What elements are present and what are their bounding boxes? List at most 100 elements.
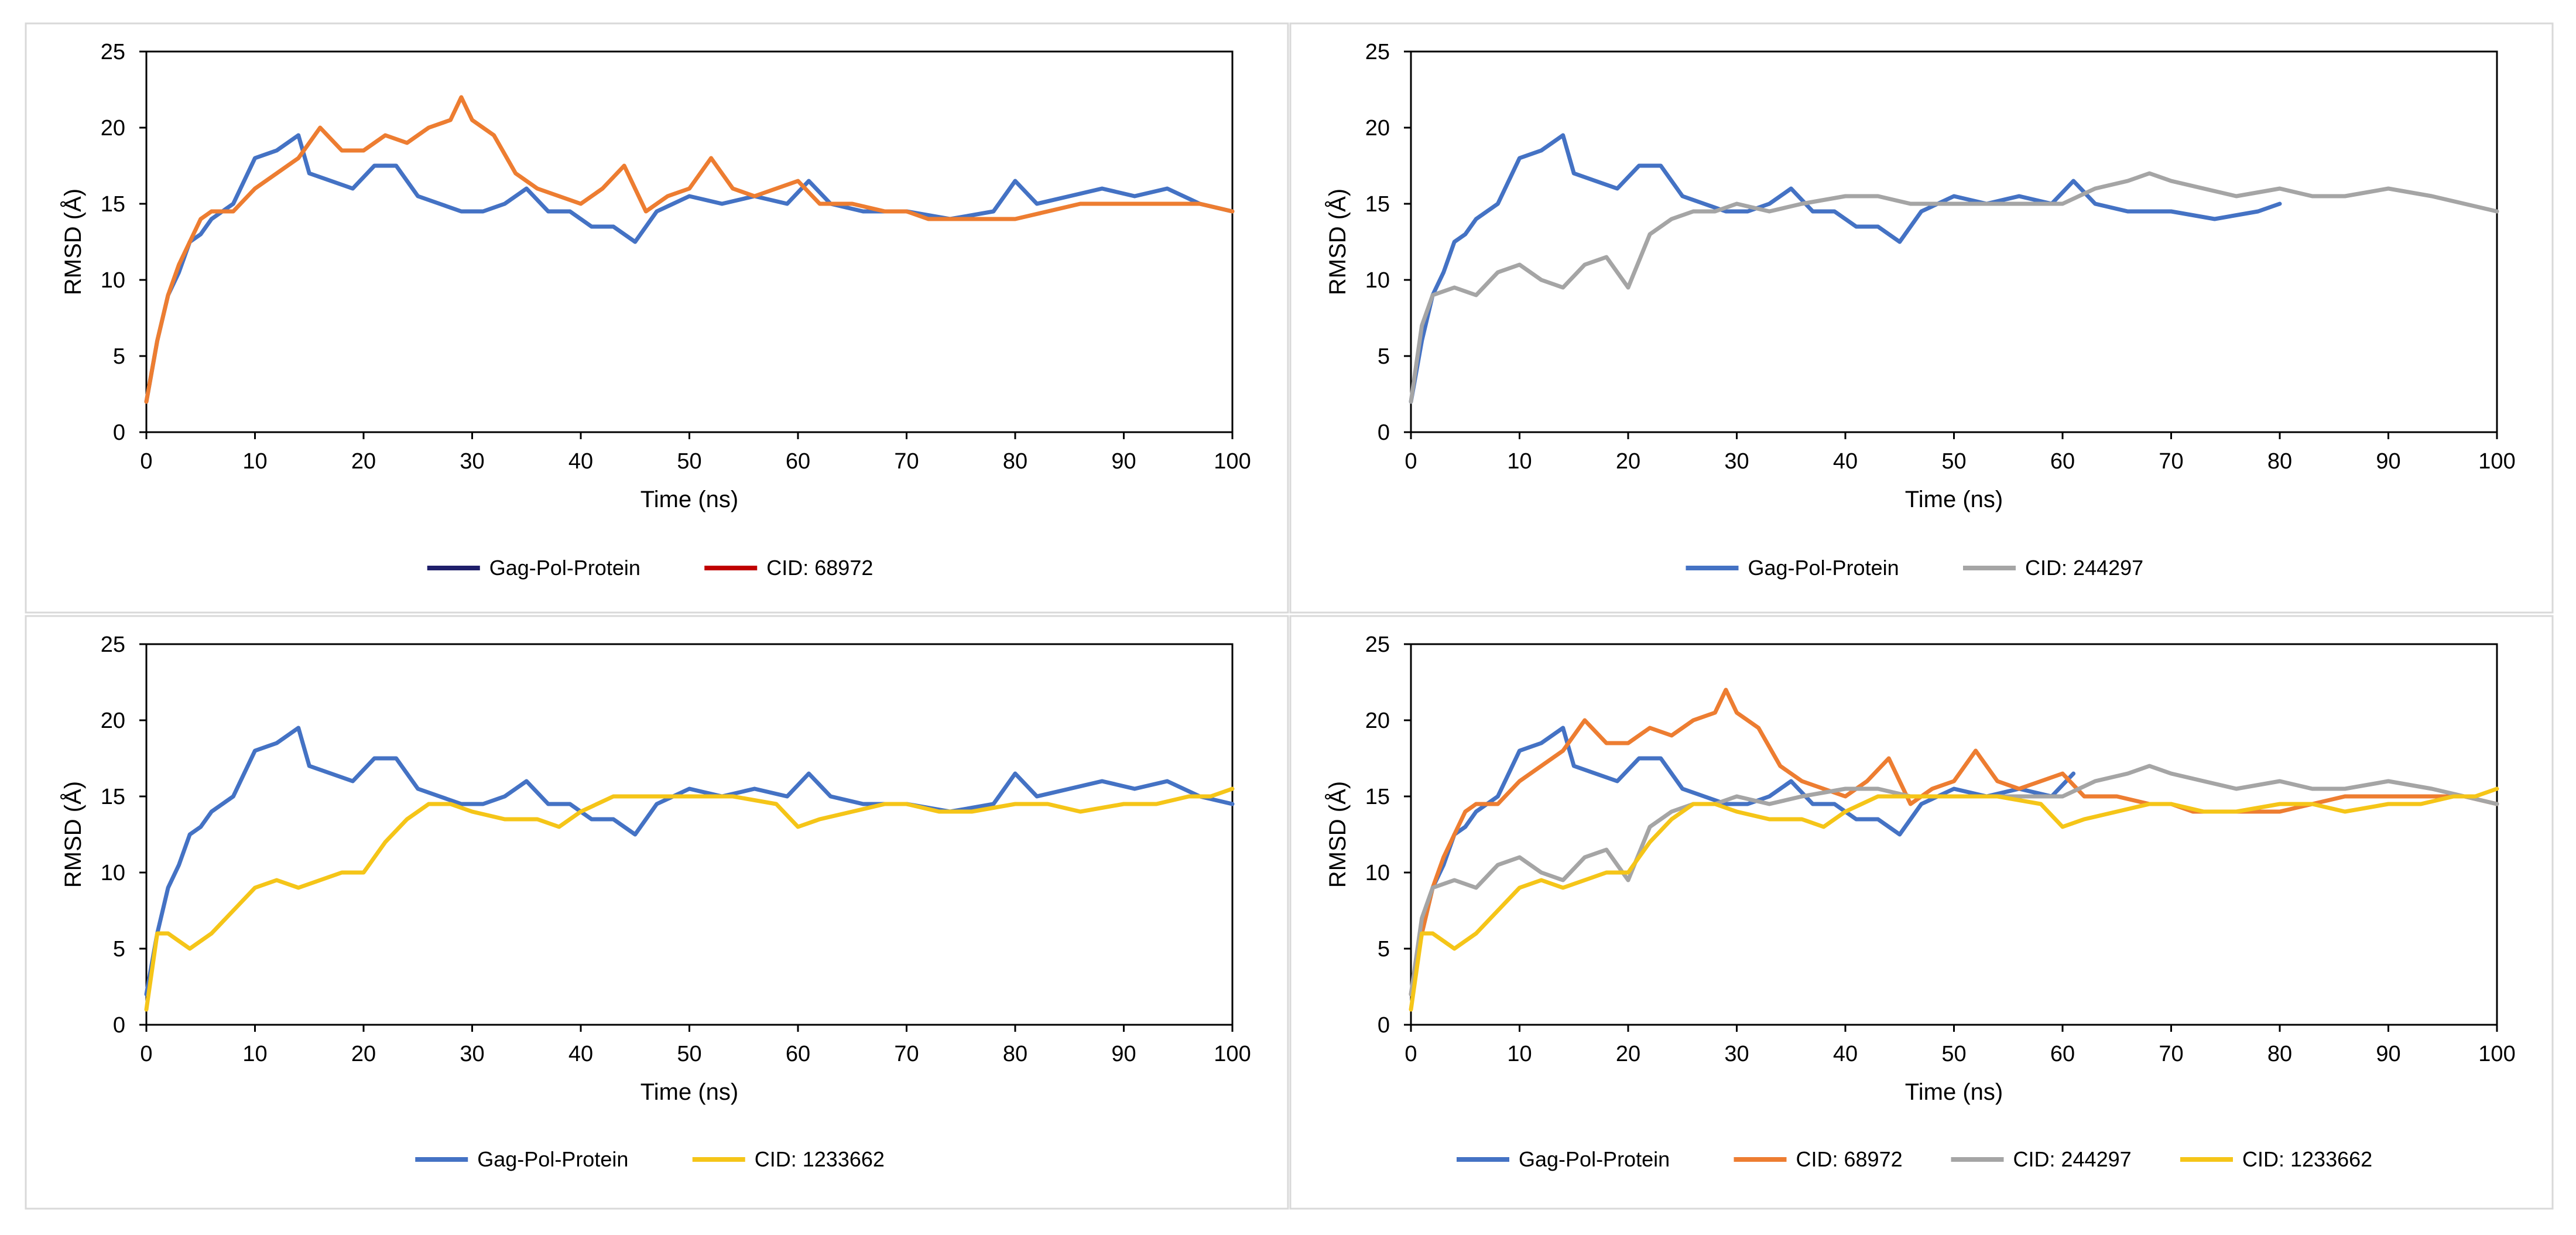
x-tick-label: 80 [2267,1042,2292,1066]
y-tick-label: 20 [101,709,125,733]
y-tick-label: 10 [1365,861,1390,885]
x-tick-label: 40 [568,1042,593,1066]
x-tick-label: 60 [2050,449,2075,474]
x-tick-label: 40 [568,449,593,474]
x-tick-label: 0 [1405,449,1417,474]
x-tick-label: 90 [2376,1042,2400,1066]
x-tick-label: 30 [460,1042,484,1066]
x-tick-label: 30 [1724,449,1749,474]
x-tick-label: 20 [351,449,376,474]
legend-item: Gag-Pol-Protein [1457,1147,1670,1171]
y-axis-label: RMSD (Å) [1324,189,1351,295]
y-tick-label: 10 [101,268,125,293]
x-tick-label: 90 [1111,1042,1136,1066]
x-tick-label: 90 [1111,449,1136,474]
x-tick-label: 10 [1507,449,1532,474]
series-line-gag-pol-protein [144,726,1235,997]
y-axis-label: RMSD (Å) [1324,781,1351,888]
panel-frame [1289,615,2554,1210]
legend-item: Gag-Pol-Protein [1686,556,1899,580]
x-tick-label: 70 [2159,1042,2183,1066]
series-line-cid-1233662 [1409,786,2499,1012]
x-axis-label: Time (ns) [1905,487,2003,512]
panel-frame [1289,22,2554,614]
y-tick-label: 25 [101,40,125,64]
x-tick-label: 30 [460,449,484,474]
y-tick-label: 25 [1365,632,1390,657]
x-tick-label: 20 [351,1042,376,1066]
legend-item: CID: 244297 [1963,556,2143,580]
y-tick-label: 5 [113,937,125,962]
legend-label: CID: 68972 [1796,1147,1903,1171]
legend-label: CID: 244297 [2013,1147,2132,1171]
chart-panel-4: 0 5 10 15 20 25 0 10 20 30 40 50 60 70 80 90 100 Time (ns… [1289,615,2554,1210]
y-tick-label: 0 [1378,1013,1390,1038]
legend-label: CID: 1233662 [2242,1147,2372,1171]
x-tick-label: 60 [2050,1042,2075,1066]
chart-panel-1: 0 5 10 15 20 25 0 10 20 30 40 50 60 70 80 90 100 Time (ns… [25,22,1289,614]
legend-item: CID: 244297 [1951,1147,2132,1171]
chart-panel-3: 0 5 10 15 20 25 0 10 20 30 40 50 60 70 80 90 100 Time (ns… [25,615,1289,1210]
series-line-gag-pol-protein [1409,726,2076,997]
y-tick-label: 15 [1365,192,1390,217]
legend-label: CID: 244297 [2025,556,2143,580]
x-tick-label: 20 [1616,449,1640,474]
legend-item: Gag-Pol-Protein [427,556,640,580]
x-tick-label: 30 [1724,1042,1749,1066]
x-tick-label: 80 [1003,1042,1027,1066]
y-tick-label: 20 [1365,116,1390,141]
legend-item: CID: 68972 [704,556,873,580]
y-tick-label: 0 [1378,420,1390,445]
x-tick-label: 100 [1214,449,1251,474]
series-line-cid-1233662 [144,786,1235,1012]
series-line-gag-pol-protein [144,133,1235,404]
x-tick-label: 50 [677,1042,701,1066]
x-tick-label: 90 [2376,449,2400,474]
x-tick-label: 40 [1833,449,1858,474]
legend-label: Gag-Pol-Protein [1748,556,1899,580]
x-tick-label: 70 [2159,449,2183,474]
y-tick-label: 15 [101,785,125,809]
chart-panel-2: 0 5 10 15 20 25 0 10 20 30 40 50 60 70 80 90 100 Time (ns… [1289,22,2554,614]
x-tick-label: 10 [1507,1042,1532,1066]
x-axis-label: Time (ns) [640,487,738,512]
legend: Gag-Pol-Protein CID: 68972 [427,556,873,580]
x-tick-label: 10 [242,1042,267,1066]
legend: Gag-Pol-Protein CID: 68972 CID: 244297 CID:… [1457,1147,2372,1171]
series-line-cid-68972 [144,95,1235,404]
panel-frame [25,22,1289,614]
x-tick-label: 60 [786,449,810,474]
y-tick-label: 5 [1378,344,1390,369]
x-tick-label: 70 [894,449,919,474]
legend-label: Gag-Pol-Protein [477,1147,628,1171]
x-tick-label: 100 [1214,1042,1251,1066]
x-axis-label: Time (ns) [1905,1079,2003,1105]
x-tick-label: 20 [1616,1042,1640,1066]
x-tick-label: 70 [894,1042,919,1066]
x-tick-label: 50 [1941,1042,1966,1066]
legend-item: CID: 1233662 [692,1147,885,1171]
legend-label: CID: 68972 [766,556,873,580]
y-tick-label: 0 [113,1013,125,1038]
y-tick-label: 15 [1365,785,1390,809]
y-tick-label: 5 [1378,937,1390,962]
y-tick-label: 15 [101,192,125,217]
series-line-gag-pol-protein [1409,133,2282,404]
x-tick-label: 50 [1941,449,1966,474]
y-tick-label: 0 [113,420,125,445]
x-tick-label: 0 [140,1042,152,1066]
x-tick-label: 0 [1405,1042,1417,1066]
y-tick-label: 5 [113,344,125,369]
y-tick-label: 25 [1365,40,1390,64]
y-tick-label: 25 [101,632,125,657]
legend-item: CID: 68972 [1734,1147,1903,1171]
series-line-cid-244297 [1409,171,2499,404]
x-tick-label: 100 [2478,449,2515,474]
y-axis-label: RMSD (Å) [60,189,86,295]
x-tick-label: 80 [2267,449,2292,474]
x-tick-label: 100 [2478,1042,2515,1066]
legend-item: Gag-Pol-Protein [415,1147,628,1171]
legend-label: Gag-Pol-Protein [1519,1147,1670,1171]
y-tick-label: 10 [101,861,125,885]
